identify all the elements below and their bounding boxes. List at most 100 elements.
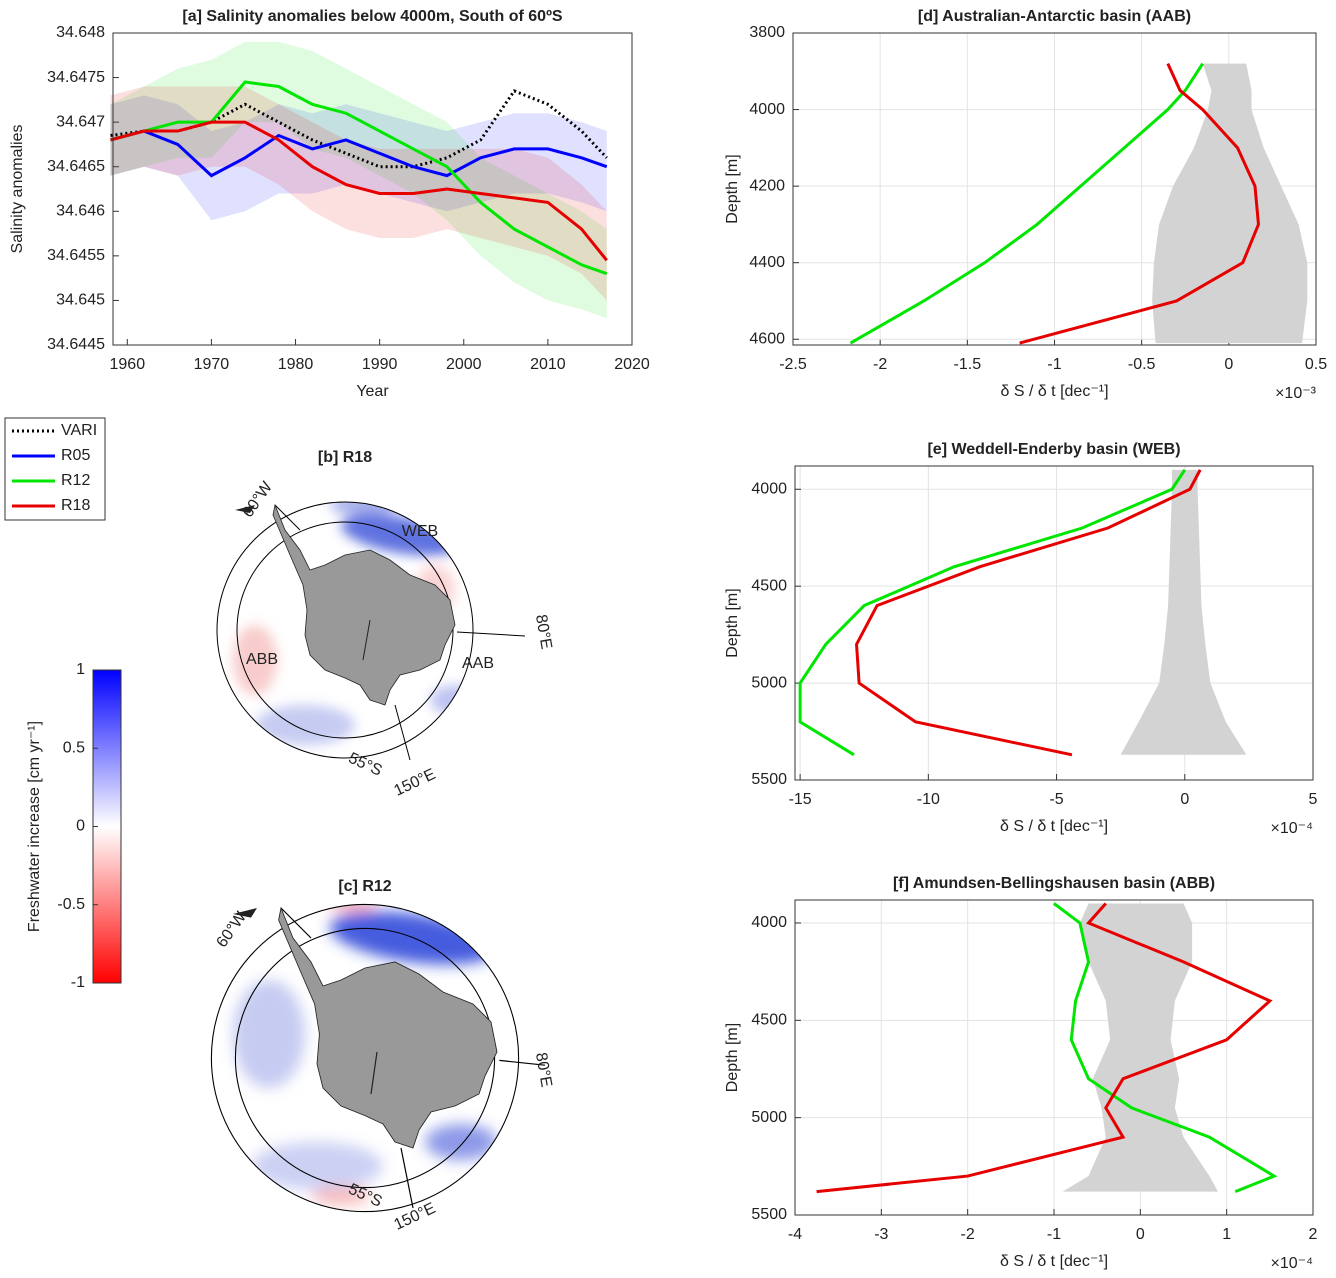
y-tick-label: 4500 bbox=[751, 577, 787, 594]
x-tick-label: 5 bbox=[1309, 791, 1318, 808]
colorbar-tick-label: -0.5 bbox=[57, 896, 85, 913]
series-line bbox=[110, 89, 608, 169]
x-axis-label: δ S / δ t [dec⁻¹] bbox=[1000, 383, 1108, 400]
y-tick-label: 34.645 bbox=[56, 292, 105, 309]
map-label: AAB bbox=[462, 655, 494, 672]
uncertainty-band bbox=[110, 86, 607, 301]
y-tick-label: 4200 bbox=[749, 177, 785, 194]
y-axis-label: Depth [m] bbox=[724, 154, 741, 223]
colorbar-tick-label: 0.5 bbox=[63, 739, 85, 756]
x-tick-label: -3 bbox=[874, 1226, 888, 1243]
map-label: 150°E bbox=[391, 766, 438, 800]
map-label: 60°W bbox=[240, 478, 277, 521]
y-tick-label: 34.6465 bbox=[47, 158, 105, 175]
x-tick-label: -2 bbox=[961, 1226, 975, 1243]
y-tick-label: 34.648 bbox=[56, 24, 105, 41]
series-line bbox=[110, 80, 608, 276]
x-tick-label: 2000 bbox=[446, 356, 482, 373]
x-tick-label: 1960 bbox=[110, 356, 146, 373]
map-title: [b] R18 bbox=[318, 449, 372, 466]
colorbar-label: Freshwater increase [cm yr⁻¹] bbox=[26, 721, 43, 932]
legend-label: R05 bbox=[61, 447, 90, 464]
y-tick-label: 5500 bbox=[751, 771, 787, 788]
x-axis-label: δ S / δ t [dec⁻¹] bbox=[1000, 1253, 1108, 1270]
x-axis-label: δ S / δ t [dec⁻¹] bbox=[1000, 818, 1108, 835]
colorbar-tick-label: 1 bbox=[76, 661, 85, 678]
chart-title: [f] Amundsen-Bellingshausen basin (ABB) bbox=[893, 875, 1215, 892]
map-label: WEB bbox=[402, 523, 438, 540]
uncertainty-band bbox=[110, 41, 607, 319]
profile-line bbox=[1053, 902, 1278, 1194]
legend-label: R12 bbox=[61, 472, 90, 489]
y-tick-label: 34.6445 bbox=[47, 336, 105, 353]
colorbar-tick-label: -1 bbox=[71, 974, 85, 991]
y-tick-label: 4500 bbox=[751, 1012, 787, 1029]
y-tick-label: 5000 bbox=[751, 1109, 787, 1126]
y-tick-label: 5000 bbox=[751, 674, 787, 691]
map-label: 80°E bbox=[532, 1051, 555, 1088]
x-tick-label: -10 bbox=[917, 791, 940, 808]
axis-multiplier: ×10⁻³ bbox=[1275, 385, 1317, 402]
x-axis-label: Year bbox=[356, 383, 389, 400]
x-tick-label: -1.5 bbox=[954, 356, 982, 373]
axis-multiplier: ×10⁻⁴ bbox=[1271, 1255, 1314, 1272]
spread-envelope bbox=[1152, 63, 1308, 344]
y-axis-label: Depth [m] bbox=[724, 588, 741, 657]
series-line bbox=[110, 120, 608, 262]
profile-line bbox=[798, 469, 1187, 757]
y-tick-label: 34.647 bbox=[56, 113, 105, 130]
y-tick-label: 4400 bbox=[749, 254, 785, 271]
y-tick-label: 4000 bbox=[751, 480, 787, 497]
x-tick-label: 0.5 bbox=[1305, 356, 1327, 373]
profile-line bbox=[849, 62, 1204, 345]
x-tick-label: 2 bbox=[1309, 1226, 1318, 1243]
x-tick-label: -1 bbox=[1047, 356, 1061, 373]
series-line bbox=[110, 129, 608, 178]
y-tick-label: 34.6455 bbox=[47, 247, 105, 264]
legend-label: R18 bbox=[61, 497, 90, 514]
x-tick-label: -4 bbox=[788, 1226, 802, 1243]
y-axis-label: Depth [m] bbox=[724, 1023, 741, 1092]
legend-label: VARI bbox=[61, 422, 97, 439]
y-tick-label: 34.6475 bbox=[47, 69, 105, 86]
axis-multiplier: ×10⁻⁴ bbox=[1271, 820, 1314, 837]
x-tick-label: 0 bbox=[1136, 1226, 1145, 1243]
x-tick-label: -15 bbox=[789, 791, 812, 808]
y-tick-label: 5500 bbox=[751, 1206, 787, 1223]
y-tick-label: 4000 bbox=[751, 914, 787, 931]
axes-frame bbox=[112, 32, 633, 346]
x-tick-label: 1970 bbox=[194, 356, 230, 373]
colorbar-tick-label: 0 bbox=[76, 818, 85, 835]
x-tick-label: -1 bbox=[1047, 1226, 1061, 1243]
plot-area bbox=[113, 33, 632, 345]
x-tick-label: 0 bbox=[1224, 356, 1233, 373]
map-b bbox=[216, 501, 526, 761]
x-tick-label: 1990 bbox=[362, 356, 398, 373]
y-axis-label: Salinity anomalies bbox=[9, 125, 26, 254]
spread-envelope bbox=[1120, 469, 1247, 755]
chart-title: [d] Australian-Antarctic basin (AAB) bbox=[918, 8, 1191, 25]
x-tick-label: 0 bbox=[1180, 791, 1189, 808]
x-tick-label: 2010 bbox=[530, 356, 566, 373]
profile-line bbox=[855, 469, 1202, 757]
spread-envelope bbox=[1062, 903, 1219, 1192]
axes-frame bbox=[794, 465, 1314, 781]
x-tick-label: 1980 bbox=[278, 356, 314, 373]
profile-line bbox=[1019, 63, 1260, 345]
map-label: 150°E bbox=[391, 1200, 438, 1234]
map-label: ABB bbox=[246, 651, 278, 668]
map-label: 55°S bbox=[346, 750, 385, 780]
y-tick-label: 4600 bbox=[749, 330, 785, 347]
map-title: [c] R12 bbox=[338, 878, 391, 895]
plot-area bbox=[795, 466, 1313, 780]
map-label: 80°E bbox=[532, 613, 555, 650]
axes-frame bbox=[794, 899, 1314, 1216]
map-c bbox=[210, 903, 546, 1213]
axes-frame bbox=[792, 32, 1317, 346]
x-tick-label: 2020 bbox=[614, 356, 650, 373]
y-tick-label: 4000 bbox=[749, 101, 785, 118]
x-tick-label: -0.5 bbox=[1128, 356, 1156, 373]
x-tick-label: -2 bbox=[873, 356, 887, 373]
